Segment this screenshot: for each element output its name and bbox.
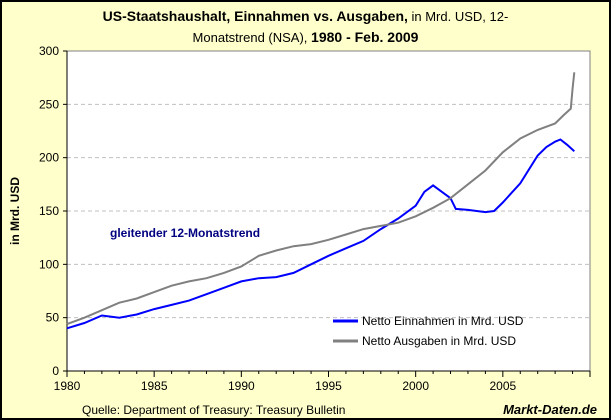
- chart-title-line-2: Monatstrend (NSA), 1980 - Feb. 2009: [0, 29, 611, 45]
- y-tick-label: 300: [39, 44, 59, 58]
- title-bold-part: US-Staatshaushalt, Einnahmen vs. Ausgabe…: [102, 8, 408, 24]
- series-line-ausgaben: [66, 72, 576, 326]
- x-tick-label: 2000: [402, 379, 429, 393]
- title-normal-part-2: Monatstrend (NSA),: [192, 30, 312, 45]
- source-note: Quelle: Department of Treasury: Treasury…: [82, 403, 346, 417]
- y-tick-label: 250: [39, 97, 59, 111]
- legend-label: Netto Einnahmen in Mrd. USD: [362, 314, 524, 328]
- trend-annotation: gleitender 12-Monatstrend: [110, 226, 260, 240]
- chart-title-line-1: US-Staatshaushalt, Einnahmen vs. Ausgabe…: [0, 8, 611, 24]
- y-tick-label: 200: [39, 151, 59, 165]
- brand-logo: Markt-Daten.de: [503, 402, 597, 417]
- y-tick-label: 0: [52, 364, 59, 378]
- y-tick-label: 150: [39, 204, 59, 218]
- legend-label: Netto Ausgaben in Mrd. USD: [362, 334, 516, 348]
- x-tick-label: 1980: [54, 379, 81, 393]
- y-tick-label: 50: [46, 311, 60, 325]
- legend: Netto Einnahmen in Mrd. USD Netto Ausgabe…: [333, 314, 524, 348]
- x-tick-label: 1985: [141, 379, 168, 393]
- x-tick-label: 1995: [315, 379, 342, 393]
- y-tick-label: 100: [39, 257, 59, 271]
- x-tick-label: 1990: [228, 379, 255, 393]
- title-normal-part: in Mrd. USD, 12-: [407, 9, 509, 24]
- x-tick-label: 2005: [489, 379, 516, 393]
- y-axis-label: in Mrd. USD: [8, 177, 22, 245]
- title-date-range: 1980 - Feb. 2009: [311, 29, 419, 45]
- series-line-einnahmen: [66, 138, 575, 330]
